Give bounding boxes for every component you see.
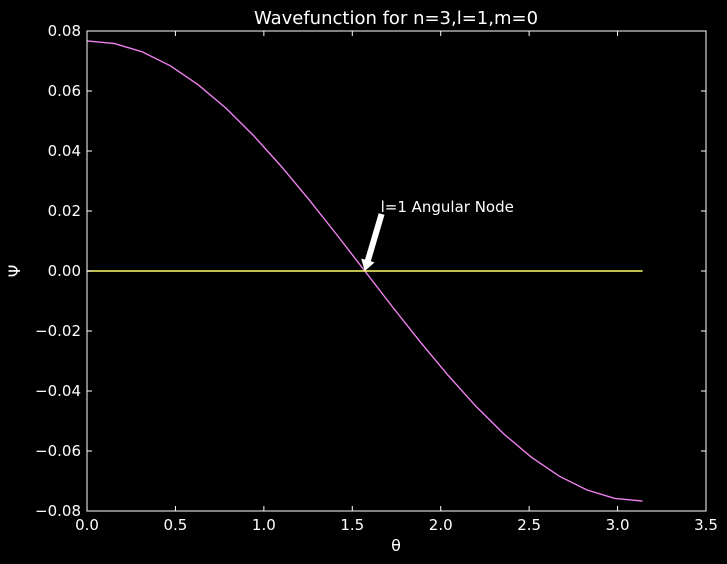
x-tick-label: 1.0: [252, 516, 276, 534]
y-tick-label: −0.04: [35, 382, 81, 400]
y-tick-label: −0.08: [35, 502, 81, 520]
y-tick-label: 0.04: [48, 142, 81, 160]
y-tick-label: 0.02: [48, 202, 81, 220]
x-tick-label: 0.5: [163, 516, 187, 534]
x-tick-label: 3.5: [694, 516, 718, 534]
y-tick-label: 0.06: [48, 82, 81, 100]
x-tick-label: 2.5: [517, 516, 541, 534]
x-tick-label: 0.0: [75, 516, 99, 534]
annotation-label: l=1 Angular Node: [381, 198, 514, 216]
x-tick-label: 2.0: [429, 516, 453, 534]
x-tick-label: 1.5: [340, 516, 364, 534]
chart-title: Wavefunction for n=3,l=1,m=0: [254, 8, 538, 29]
y-tick-label: −0.06: [35, 442, 81, 460]
x-axis-label: θ: [391, 536, 401, 555]
x-tick-label: 3.0: [606, 516, 630, 534]
y-tick-label: 0.08: [48, 22, 81, 40]
y-axis-label: Ψ: [5, 265, 24, 278]
annotation-arrow: [361, 213, 385, 271]
y-tick-label: −0.02: [35, 322, 81, 340]
y-tick-label: 0.00: [48, 262, 81, 280]
plot-area: 0.0 0.5 1.0 1.5 2.0 2.5 3.0 3.5 0.08 0.06 0.04 0.02…: [35, 22, 718, 534]
